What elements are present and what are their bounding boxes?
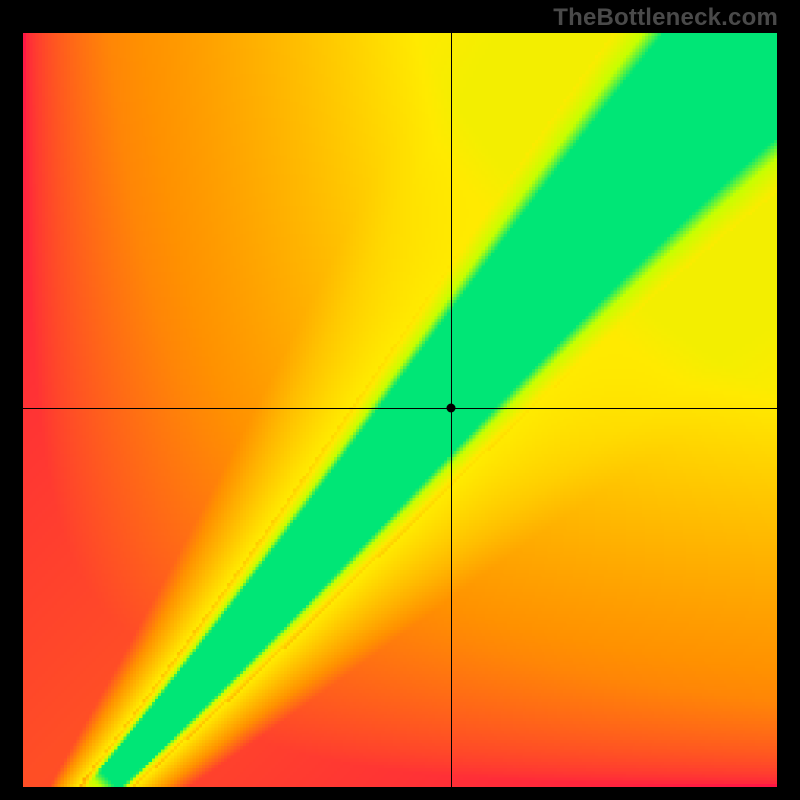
data-point-marker — [447, 403, 456, 412]
crosshair-horizontal — [23, 408, 777, 409]
chart-container: TheBottleneck.com — [0, 0, 800, 800]
bottleneck-heatmap — [23, 33, 777, 787]
watermark-text: TheBottleneck.com — [553, 4, 778, 32]
